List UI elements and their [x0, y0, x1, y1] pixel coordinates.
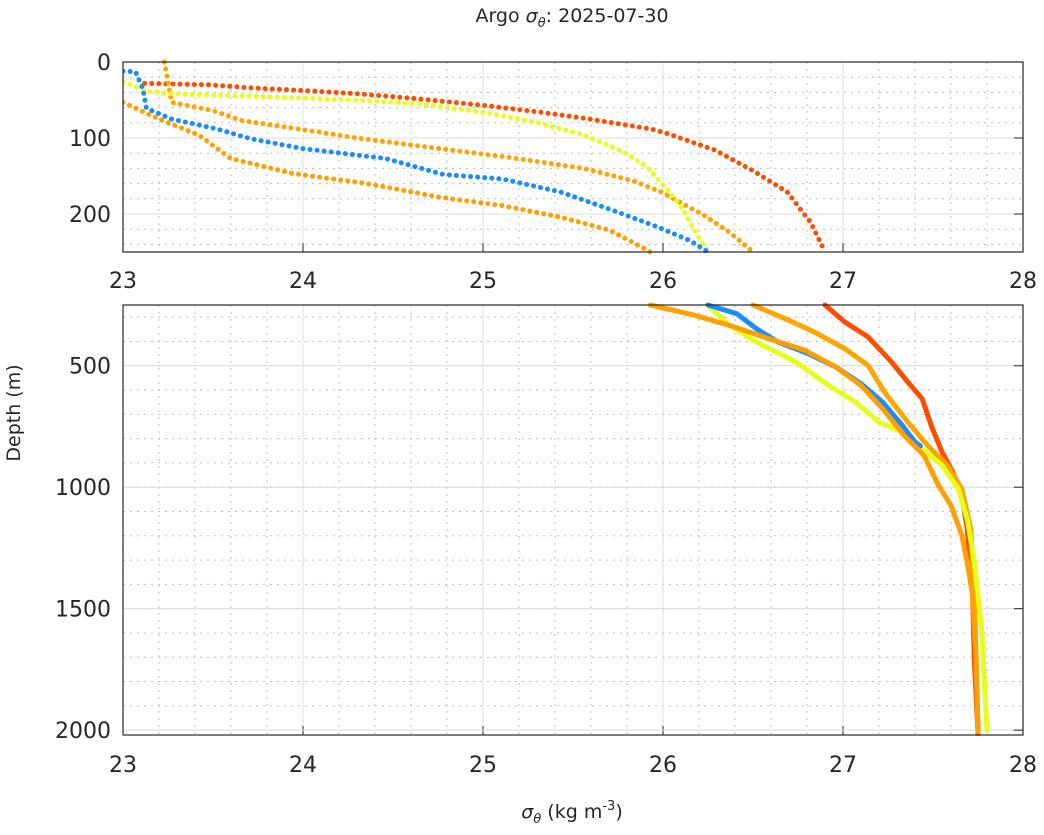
profile-orange-b-lower	[647, 302, 981, 733]
profile-yellow-lower	[705, 302, 990, 733]
profile-orange-a-lower	[750, 302, 981, 735]
x-tick-label: 27	[829, 753, 857, 778]
y-tick-label: 1500	[55, 598, 111, 623]
chart-title: Argo σθ: 2025-07-30	[475, 5, 668, 31]
x-tick-label: 26	[649, 269, 677, 294]
y-tick-label: 100	[69, 127, 111, 152]
x-tick-label: 25	[469, 269, 497, 294]
x-tick-label: 28	[1009, 269, 1037, 294]
series-group	[123, 59, 828, 255]
x-tick-label: 23	[109, 269, 137, 294]
x-axis-label: σθ (kg m-3)	[521, 799, 622, 827]
profile-orange-b-upper	[123, 99, 653, 255]
y-tick-label: 200	[69, 203, 111, 228]
y-tick-label: 2000	[55, 719, 111, 744]
series-group	[647, 302, 990, 737]
x-tick-label: 28	[1009, 753, 1037, 778]
profile-blue-upper	[123, 68, 711, 255]
axes-frame	[122, 304, 1024, 736]
panel-upper: 23 24 25 26 27 28 0 100 200	[69, 51, 1037, 294]
axes-frame	[122, 61, 1024, 253]
panel-lower: 23 24 25 26 27 28 500 1000 1500 2000	[55, 302, 1037, 778]
y-tick-label: 1000	[55, 476, 111, 501]
x-tick-label: 25	[469, 753, 497, 778]
x-tick-label: 24	[289, 753, 317, 778]
x-tick-label: 26	[649, 753, 677, 778]
x-tick-label: 27	[829, 269, 857, 294]
y-tick-label: 500	[69, 355, 111, 380]
x-tick-label: 24	[289, 269, 317, 294]
profile-orange-a-upper	[161, 59, 756, 255]
profile-red-upper	[142, 80, 828, 255]
y-axis-label: Depth (m)	[3, 364, 25, 461]
x-tick-label: 23	[109, 753, 137, 778]
profile-yellow-upper	[123, 79, 711, 255]
y-tick-label: 0	[97, 51, 111, 76]
